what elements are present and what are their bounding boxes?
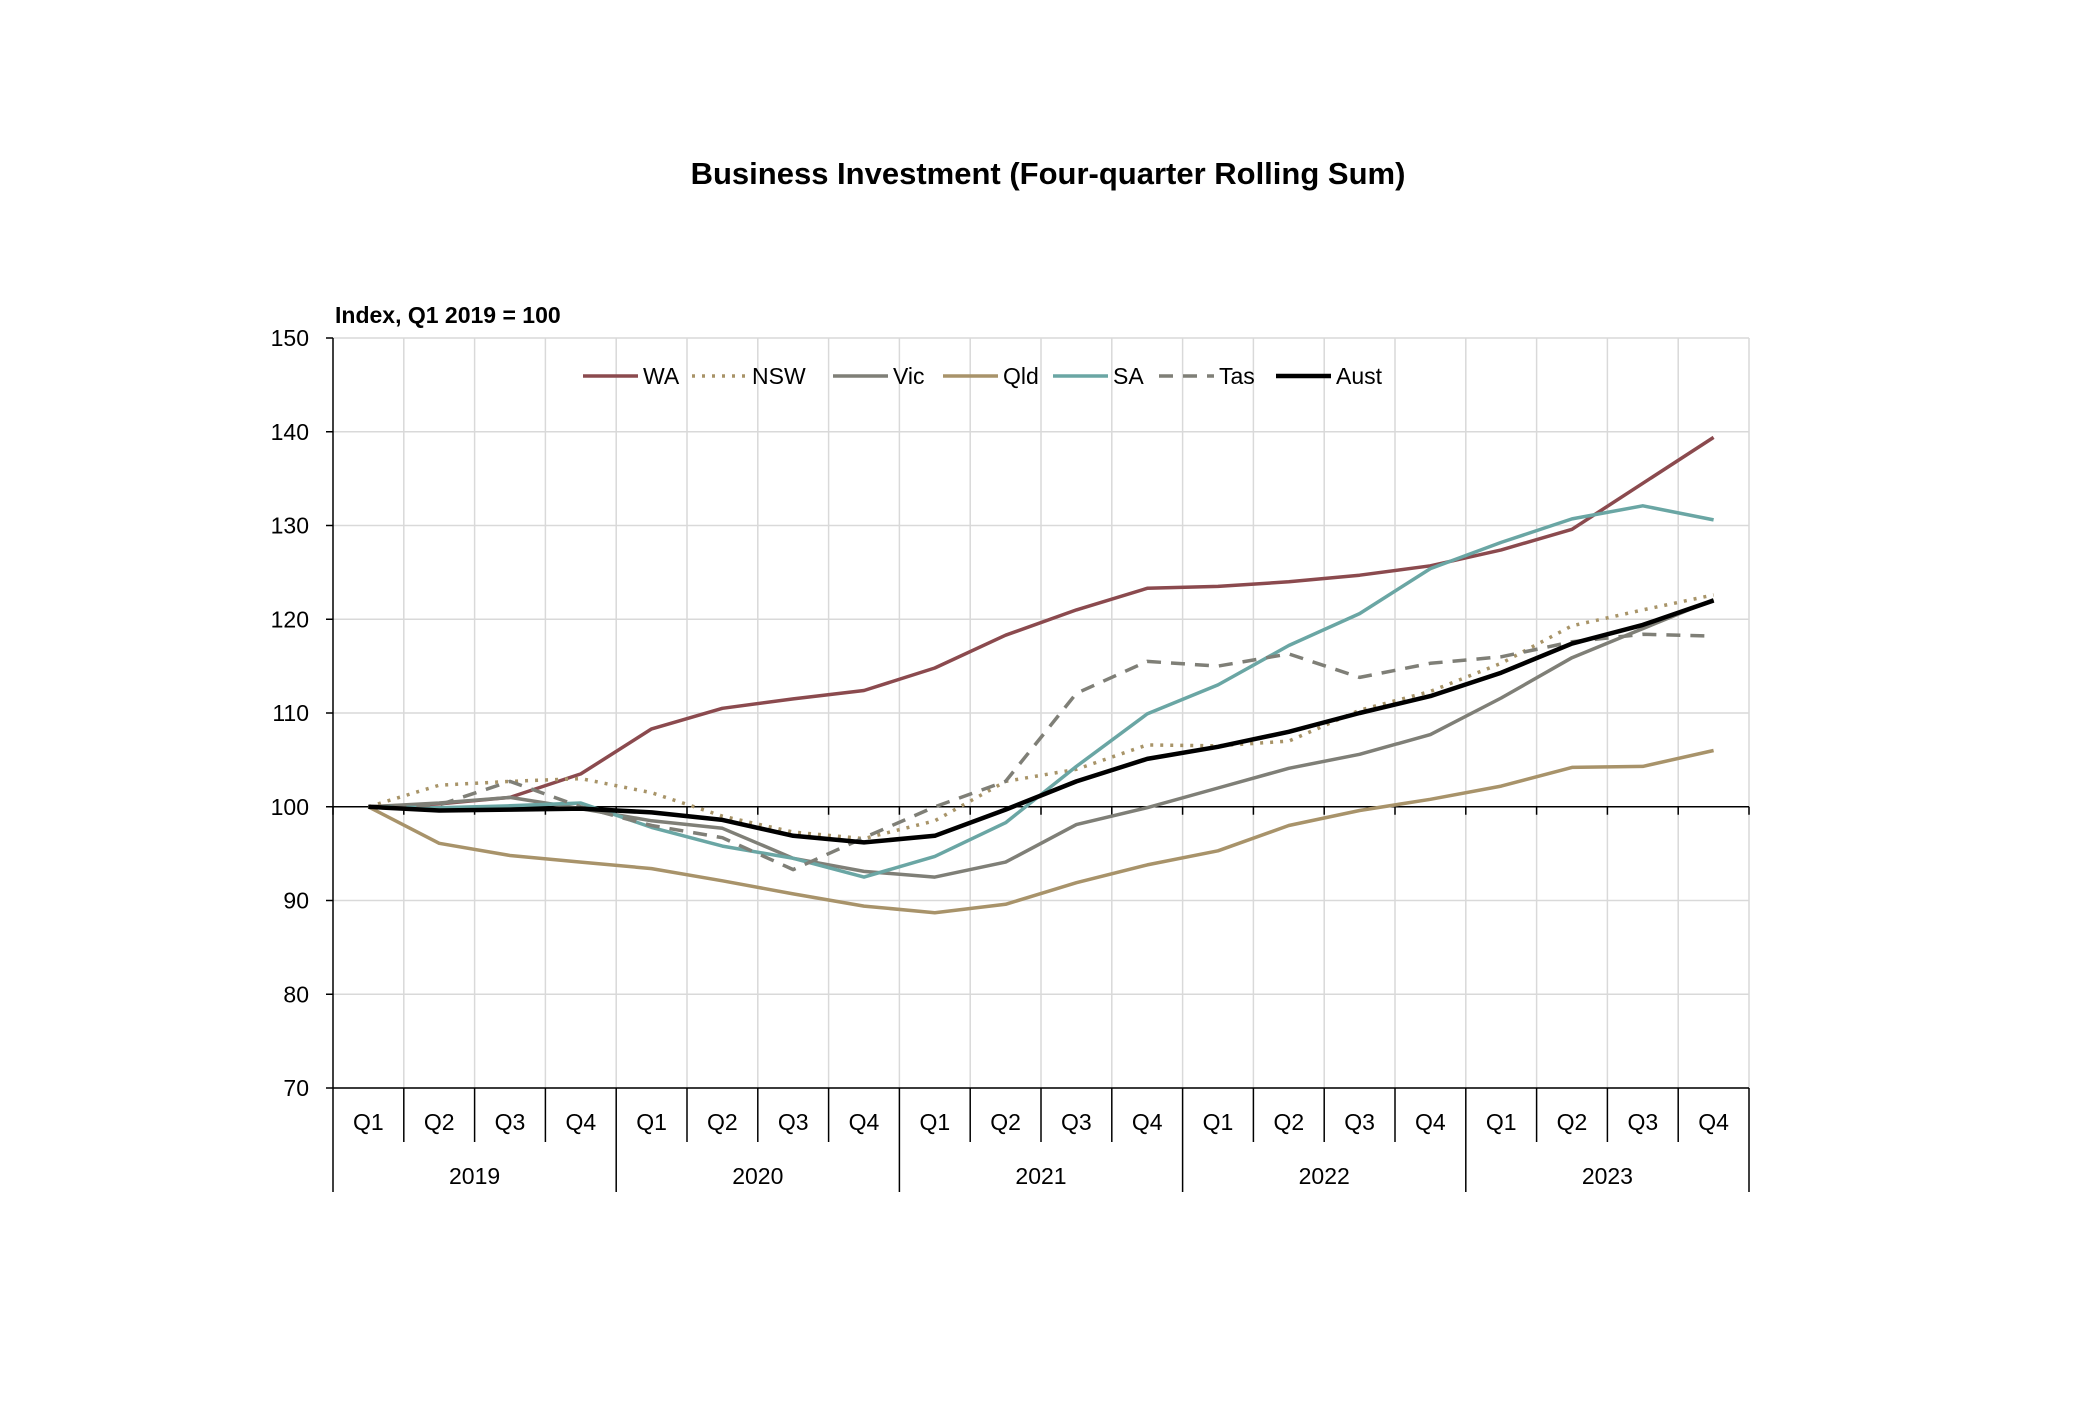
x-tick-label-quarter: Q3 — [1061, 1109, 1092, 1135]
x-tick-label-year: 2021 — [1015, 1163, 1066, 1189]
x-tick-label-year: 2022 — [1299, 1163, 1350, 1189]
chart-title: Business Investment (Four-quarter Rollin… — [691, 156, 1406, 191]
y-tick-label: 120 — [271, 606, 309, 632]
x-tick-label-quarter: Q1 — [919, 1109, 950, 1135]
y-tick-label: 80 — [283, 981, 309, 1007]
x-tick-label-quarter: Q4 — [565, 1109, 596, 1135]
x-tick-label-quarter: Q4 — [849, 1109, 880, 1135]
x-tick-label-quarter: Q1 — [636, 1109, 667, 1135]
legend-label-nsw: NSW — [752, 363, 806, 389]
y-tick-label: 100 — [271, 794, 309, 820]
x-tick-label-quarter: Q3 — [1344, 1109, 1375, 1135]
x-tick-label-quarter: Q1 — [1203, 1109, 1234, 1135]
y-tick-label: 90 — [283, 888, 309, 914]
y-tick-label: 140 — [271, 419, 309, 445]
x-tick-label-quarter: Q1 — [353, 1109, 384, 1135]
y-axis-label: Index, Q1 2019 = 100 — [335, 302, 561, 328]
legend-label-vic: Vic — [893, 363, 925, 389]
x-tick-label-quarter: Q2 — [1273, 1109, 1304, 1135]
x-tick-label-quarter: Q1 — [1486, 1109, 1517, 1135]
x-tick-label-quarter: Q2 — [707, 1109, 738, 1135]
x-tick-label-quarter: Q3 — [495, 1109, 526, 1135]
legend-label-aust: Aust — [1336, 363, 1383, 389]
legend-label-sa: SA — [1113, 363, 1144, 389]
legend-label-tas: Tas — [1219, 363, 1255, 389]
x-tick-label-quarter: Q4 — [1698, 1109, 1729, 1135]
x-tick-label-quarter: Q4 — [1132, 1109, 1163, 1135]
x-tick-label-quarter: Q2 — [990, 1109, 1021, 1135]
y-tick-label: 110 — [272, 700, 309, 726]
legend: WA NSW Vic Qld SA Tas Aust — [583, 363, 1383, 389]
x-tick-label-year: 2023 — [1582, 1163, 1633, 1189]
x-tick-label-quarter: Q2 — [424, 1109, 455, 1135]
y-tick-label: 70 — [283, 1075, 309, 1101]
legend-label-qld: Qld — [1003, 363, 1039, 389]
y-tick-label: 130 — [271, 513, 309, 539]
x-tick-label-year: 2019 — [449, 1163, 500, 1189]
x-tick-label-year: 2020 — [732, 1163, 783, 1189]
y-axis-ticks: 70 80 90 100 110 120 130 140 150 — [271, 325, 333, 1101]
x-tick-label-quarter: Q4 — [1415, 1109, 1446, 1135]
gridlines — [333, 338, 1749, 1088]
legend-label-wa: WA — [643, 363, 680, 389]
y-tick-label: 150 — [271, 325, 309, 351]
x-tick-label-quarter: Q3 — [1627, 1109, 1658, 1135]
x-tick-label-quarter: Q2 — [1557, 1109, 1588, 1135]
x-tick-label-quarter: Q3 — [778, 1109, 809, 1135]
